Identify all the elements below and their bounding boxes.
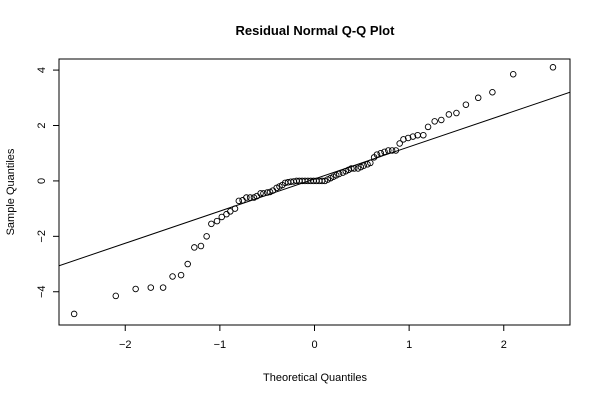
data-point [474, 94, 482, 102]
data-point [147, 284, 155, 291]
data-point [400, 136, 407, 143]
y-axis-label: Sample Quantiles [5, 148, 17, 235]
data-point [208, 220, 215, 228]
data-point [385, 147, 392, 154]
x-axis-ticks: −2 −1 0 1 2 [119, 325, 507, 351]
data-point [132, 285, 139, 293]
data-point [453, 109, 460, 117]
data-point [377, 149, 384, 157]
data-point [218, 213, 226, 221]
data-point [191, 244, 198, 251]
data-point [257, 190, 264, 197]
x-tick-label: −2 [119, 339, 132, 351]
data-point [367, 159, 374, 167]
points-layer [70, 64, 557, 318]
x-tick-label: −1 [214, 339, 227, 351]
y-tick-label: −4 [36, 285, 48, 298]
data-point [509, 70, 517, 78]
data-point [381, 148, 388, 156]
x-axis-label: Theoretical Quantiles [263, 372, 367, 384]
data-point [169, 273, 176, 280]
y-tick-label: −2 [36, 230, 48, 243]
data-point [431, 118, 438, 125]
y-tick-label: 4 [36, 67, 48, 73]
data-point [177, 271, 185, 279]
x-tick-label: 1 [406, 339, 412, 351]
data-point [404, 134, 412, 142]
data-point [231, 205, 239, 212]
data-point [203, 233, 210, 240]
data-point [373, 151, 381, 158]
data-point [438, 116, 445, 124]
data-point [360, 162, 367, 169]
data-point [159, 284, 167, 291]
data-point [445, 111, 453, 118]
data-point [424, 123, 432, 131]
y-axis-ticks: −4 −2 0 2 4 [36, 67, 59, 298]
data-point [223, 210, 230, 218]
data-point [70, 310, 78, 318]
data-point [462, 101, 470, 108]
data-point [213, 217, 221, 225]
data-point [335, 170, 343, 178]
data-point [549, 64, 557, 71]
y-tick-label: 2 [36, 122, 48, 128]
data-point [260, 190, 267, 197]
data-point [350, 165, 358, 172]
data-point [420, 131, 427, 139]
data-point [396, 140, 403, 147]
data-point [409, 133, 417, 140]
y-tick-label: 0 [36, 178, 48, 184]
data-point [184, 260, 191, 268]
data-point [243, 194, 250, 201]
data-point [489, 88, 496, 96]
data-point [348, 165, 355, 172]
x-tick-label: 0 [311, 339, 317, 351]
data-point [112, 292, 120, 300]
data-point [239, 197, 246, 204]
data-point [392, 147, 400, 154]
data-point [246, 194, 254, 201]
data-point [197, 242, 205, 250]
x-tick-label: 2 [501, 339, 507, 351]
data-point [227, 208, 234, 215]
data-point [388, 147, 396, 154]
chart-title: Residual Normal Q-Q Plot [236, 23, 396, 38]
data-point [235, 197, 243, 205]
data-point [263, 189, 271, 196]
plot-frame [58, 58, 571, 326]
